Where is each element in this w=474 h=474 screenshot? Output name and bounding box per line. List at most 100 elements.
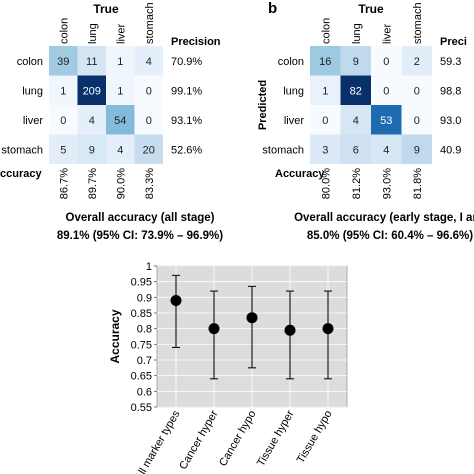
accuracy-value: 89.7% xyxy=(87,168,99,199)
matrix-cell xyxy=(106,75,135,105)
x-tick-label: Cancer hyper xyxy=(177,408,221,471)
matrix-cell-value: 4 xyxy=(353,115,359,127)
matrix-cell xyxy=(77,134,106,164)
matrix-cell xyxy=(340,105,371,135)
column-label-lung: lung xyxy=(351,23,363,44)
y-tick-label: 0.6 xyxy=(137,386,152,398)
matrix-cell-value: 9 xyxy=(353,56,359,68)
y-tick-label: 1 xyxy=(146,261,152,273)
x-tick-label: Tissue hypo xyxy=(295,409,335,466)
matrix-cell-value: 0 xyxy=(414,115,420,127)
matrix-cell-value: 3 xyxy=(322,144,328,156)
column-label-lung: lung xyxy=(87,23,99,44)
y-tick-label: 0.85 xyxy=(131,308,152,320)
data-point xyxy=(208,323,220,335)
matrix-cell-value: 1 xyxy=(60,85,66,97)
row-label-stomach: stomach xyxy=(1,144,43,156)
row-label-colon: colon xyxy=(278,56,304,68)
matrix-cell xyxy=(49,75,78,105)
precision-value: 99.1% xyxy=(171,85,202,97)
accuracy-value: 86.7% xyxy=(58,168,70,199)
y-tick-label: 0.7 xyxy=(137,355,152,367)
matrix-cell-value: 1 xyxy=(117,85,123,97)
data-point xyxy=(246,312,258,324)
column-label-colon: colon xyxy=(320,18,332,44)
matrix-cell-value: 9 xyxy=(414,144,420,156)
precision-value: 70.9% xyxy=(171,56,202,68)
matrix-cell-value: 82 xyxy=(350,85,362,97)
overall-accuracy-ci: 85.0% (95% CI: 60.4% – 96.6%) xyxy=(307,230,473,242)
column-label-liver: liver xyxy=(381,23,393,44)
matrix-cell xyxy=(401,75,432,105)
x-tick-label: All marker types xyxy=(133,408,183,474)
column-label-colon: colon xyxy=(58,18,70,44)
accuracy-header: ccuracy xyxy=(0,168,42,180)
matrix-cell xyxy=(77,46,106,76)
matrix-cell xyxy=(49,134,78,164)
predicted-axis-label: Predicted xyxy=(257,80,269,130)
row-label-lung: lung xyxy=(22,85,43,97)
matrix-cell xyxy=(310,75,341,105)
matrix-cell xyxy=(401,134,432,164)
x-tick-label: Tissue hyper xyxy=(255,408,297,468)
accuracy-value: 81.2% xyxy=(351,168,363,199)
matrix-cell-value: 0 xyxy=(322,115,328,127)
matrix-cell-value: 209 xyxy=(83,85,101,97)
matrix-cell-value: 0 xyxy=(383,85,389,97)
matrix-cell xyxy=(77,75,106,105)
precision-value: 98.8 xyxy=(440,85,461,97)
matrix-axis-title-true: True xyxy=(93,2,119,16)
matrix-cell xyxy=(401,46,432,76)
precision-header: Precision xyxy=(171,36,221,48)
matrix-cell xyxy=(310,105,341,135)
matrix-cell-value: 4 xyxy=(89,115,95,127)
y-tick-label: 0.95 xyxy=(131,277,152,289)
matrix-cell-value: 0 xyxy=(414,85,420,97)
overall-accuracy-caption: Overall accuracy (all stage) xyxy=(66,212,215,224)
matrix-cell xyxy=(340,134,371,164)
accuracy-value: 81.8% xyxy=(412,168,424,199)
matrix-cell xyxy=(401,105,432,135)
matrix-cell xyxy=(371,134,402,164)
row-label-liver: liver xyxy=(284,115,305,127)
matrix-cell-value: 4 xyxy=(146,56,152,68)
matrix-cell-value: 0 xyxy=(60,115,66,127)
matrix-cell xyxy=(371,105,402,135)
matrix-cell xyxy=(134,105,163,135)
matrix-cell xyxy=(340,75,371,105)
y-axis-label: Accuracy xyxy=(108,309,122,363)
matrix-cell xyxy=(310,134,341,164)
overall-accuracy-ci: 89.1% (95% CI: 73.9% – 96.9%) xyxy=(57,230,223,242)
matrix-cell-value: 39 xyxy=(57,56,69,68)
matrix-cell-value: 4 xyxy=(117,144,123,156)
matrix-cell xyxy=(49,46,78,76)
y-tick-label: 0.65 xyxy=(131,371,152,383)
accuracy-value: 90.0% xyxy=(115,168,127,199)
y-tick-label: 0.55 xyxy=(131,402,152,414)
matrix-cell-value: 1 xyxy=(322,85,328,97)
matrix-cell-value: 5 xyxy=(60,144,66,156)
data-point xyxy=(322,323,334,335)
matrix-cell xyxy=(340,46,371,76)
precision-value: 93.1% xyxy=(171,115,202,127)
matrix-cell-value: 0 xyxy=(146,85,152,97)
row-label-lung: lung xyxy=(283,85,304,97)
matrix-cell xyxy=(371,75,402,105)
column-label-stomach: stomach xyxy=(412,2,424,44)
confusion-matrix-panel-1: b True colon lung liver stomach 16 9 0 2 1 82 0 0 0 4 53… xyxy=(257,0,474,242)
precision-value: 52.6% xyxy=(171,144,202,156)
panel-letter: b xyxy=(268,0,277,17)
matrix-cell xyxy=(134,134,163,164)
matrix-cell xyxy=(134,75,163,105)
matrix-cell xyxy=(106,134,135,164)
precision-header: Preci xyxy=(440,36,467,48)
matrix-cell-value: 20 xyxy=(143,144,155,156)
accuracy-header: Accuracy xyxy=(275,168,325,180)
accuracy-value: 83.3% xyxy=(144,168,156,199)
y-tick-label: 0.9 xyxy=(137,292,152,304)
column-label-liver: liver xyxy=(115,23,127,44)
matrix-cell xyxy=(106,105,135,135)
matrix-cell-value: 0 xyxy=(146,115,152,127)
